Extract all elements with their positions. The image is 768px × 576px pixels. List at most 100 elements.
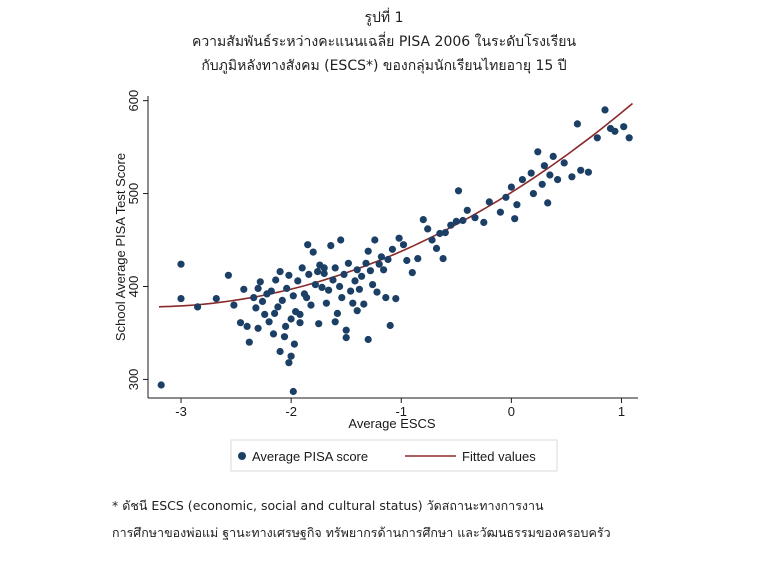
data-point xyxy=(336,282,344,291)
legend-label-points: Average PISA score xyxy=(252,449,368,464)
fitted-line-layer xyxy=(158,102,634,308)
data-point xyxy=(287,315,295,323)
data-point xyxy=(261,310,269,318)
data-point xyxy=(230,301,238,309)
data-point xyxy=(322,299,330,307)
data-point xyxy=(366,267,374,275)
points-layer xyxy=(157,106,633,396)
data-point xyxy=(538,180,546,188)
data-point xyxy=(549,152,557,160)
x-tick-label: -1 xyxy=(395,404,407,419)
data-point xyxy=(307,301,315,309)
data-point xyxy=(447,221,455,229)
data-point xyxy=(224,271,232,279)
x-tick-label: -2 xyxy=(285,404,297,419)
data-point xyxy=(395,234,403,242)
data-point xyxy=(382,294,390,302)
data-point xyxy=(353,266,361,274)
data-point xyxy=(577,166,585,174)
data-point xyxy=(496,208,504,216)
data-point xyxy=(303,294,311,302)
data-point xyxy=(320,269,328,278)
axes: -3 -2 -1 0 1 300 400 500 600 xyxy=(126,90,638,419)
data-point xyxy=(364,335,372,344)
data-point xyxy=(485,198,493,206)
data-point xyxy=(290,340,298,348)
data-point xyxy=(280,333,289,341)
data-point xyxy=(344,259,352,267)
data-point xyxy=(353,307,361,315)
x-tick-label: 1 xyxy=(618,404,625,419)
data-point xyxy=(271,309,279,317)
y-tick-label: 400 xyxy=(126,276,141,298)
data-point xyxy=(601,106,609,114)
data-point xyxy=(245,338,253,346)
data-point xyxy=(360,300,368,308)
data-point xyxy=(258,297,267,305)
y-tick-label: 300 xyxy=(126,369,141,391)
data-point xyxy=(305,270,313,278)
data-point xyxy=(276,347,284,356)
data-point xyxy=(340,270,348,278)
data-point xyxy=(511,215,519,223)
footnote-line-1: * ดัชนี ESCS (economic, social and cultu… xyxy=(112,498,544,513)
data-point xyxy=(287,352,295,360)
data-point xyxy=(384,255,392,264)
data-point xyxy=(315,320,323,328)
data-point xyxy=(309,248,317,256)
data-point xyxy=(256,278,264,286)
data-point xyxy=(212,295,220,303)
data-point xyxy=(177,295,185,303)
data-point xyxy=(349,299,357,307)
data-point xyxy=(529,190,538,198)
data-point xyxy=(513,201,521,209)
data-point xyxy=(463,206,471,214)
data-point xyxy=(377,253,385,261)
data-point xyxy=(584,168,593,176)
data-point xyxy=(157,381,165,389)
data-point xyxy=(399,241,408,249)
data-point xyxy=(544,199,552,207)
data-point xyxy=(471,214,479,222)
data-point xyxy=(408,269,416,277)
data-point xyxy=(240,285,248,293)
data-point xyxy=(267,287,275,295)
data-point xyxy=(518,176,527,184)
data-point xyxy=(388,245,396,253)
legend-box xyxy=(230,439,558,472)
data-point xyxy=(272,276,280,284)
data-point xyxy=(611,127,619,135)
data-point xyxy=(289,292,297,300)
data-point xyxy=(254,284,262,292)
x-tick-label: -3 xyxy=(175,404,187,419)
data-point xyxy=(347,287,355,295)
data-point xyxy=(452,217,460,225)
data-point xyxy=(507,183,515,191)
data-point xyxy=(358,272,366,280)
data-point xyxy=(342,326,350,334)
data-point xyxy=(250,294,258,302)
data-point xyxy=(392,295,400,303)
data-point xyxy=(329,276,337,284)
data-point xyxy=(419,216,427,224)
data-point xyxy=(283,284,291,292)
data-point xyxy=(436,229,444,238)
data-point xyxy=(424,225,432,233)
y-tick-label: 600 xyxy=(126,90,141,112)
data-point xyxy=(327,242,335,250)
data-point xyxy=(573,120,582,128)
footnote: * ดัชนี ESCS (economic, social and cultu… xyxy=(112,492,611,546)
data-point xyxy=(298,264,306,272)
data-point xyxy=(325,286,333,294)
figure-number: รูปที่ 1 xyxy=(364,10,404,26)
legend-label-fitted: Fitted values xyxy=(462,449,536,464)
x-tick-label: 0 xyxy=(508,404,515,419)
data-point xyxy=(540,162,549,170)
data-point xyxy=(294,277,302,285)
data-point xyxy=(304,241,312,249)
data-point xyxy=(274,303,282,311)
data-point xyxy=(554,176,562,184)
y-axis-label: School Average PISA Test Score xyxy=(113,153,128,341)
data-point xyxy=(296,310,304,318)
